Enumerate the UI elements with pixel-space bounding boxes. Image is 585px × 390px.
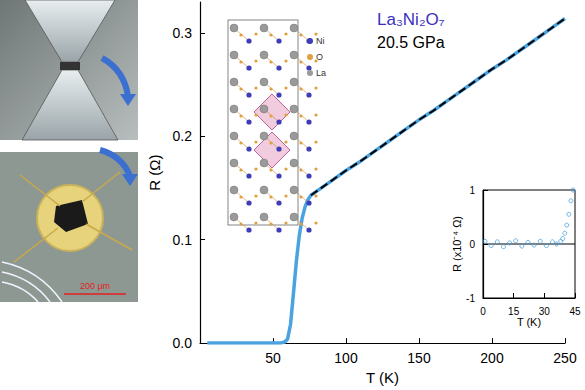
svg-text:T (K): T (K) xyxy=(517,316,541,328)
svg-text:1: 1 xyxy=(469,185,475,196)
svg-text:45: 45 xyxy=(569,306,581,317)
svg-text:R (x10⁻⁴ Ω): R (x10⁻⁴ Ω) xyxy=(451,216,463,272)
svg-text:R (Ω): R (Ω) xyxy=(146,154,163,190)
svg-text:0.2: 0.2 xyxy=(173,128,193,144)
svg-text:150: 150 xyxy=(407,350,431,366)
svg-text:0: 0 xyxy=(469,239,475,250)
svg-text:T (K): T (K) xyxy=(366,369,399,386)
svg-text:50: 50 xyxy=(265,350,281,366)
svg-text:O: O xyxy=(316,52,323,62)
svg-text:0.0: 0.0 xyxy=(173,335,193,351)
svg-text:-1: -1 xyxy=(466,293,475,304)
svg-text:La: La xyxy=(316,68,326,78)
svg-text:100: 100 xyxy=(334,350,358,366)
svg-text:200 μm: 200 μm xyxy=(80,281,110,291)
svg-text:200: 200 xyxy=(480,350,504,366)
svg-text:La₃Ni₂O₇: La₃Ni₂O₇ xyxy=(377,10,445,29)
svg-text:0.3: 0.3 xyxy=(173,25,193,41)
svg-text:0.1: 0.1 xyxy=(173,232,193,248)
svg-text:30: 30 xyxy=(539,306,551,317)
svg-text:0: 0 xyxy=(480,306,486,317)
svg-text:15: 15 xyxy=(508,306,520,317)
svg-text:20.5 GPa: 20.5 GPa xyxy=(377,34,445,51)
svg-text:250: 250 xyxy=(553,350,577,366)
svg-text:Ni: Ni xyxy=(316,36,325,46)
